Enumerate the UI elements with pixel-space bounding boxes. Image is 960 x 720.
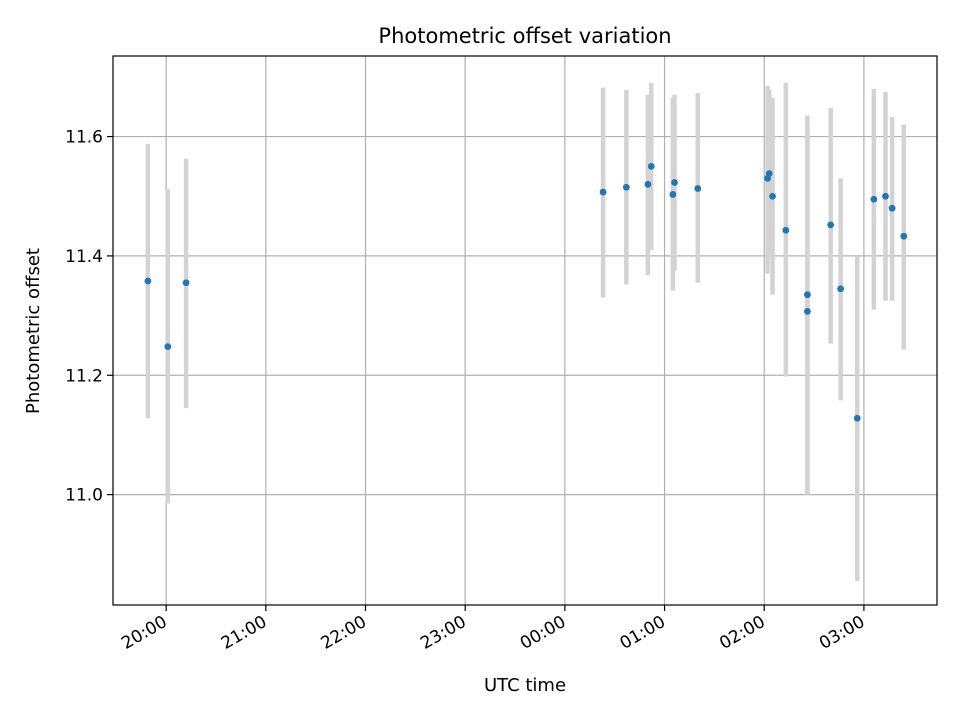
chart-title: Photometric offset variation [378, 24, 671, 48]
data-point [182, 279, 190, 287]
data-point [599, 188, 607, 196]
y-tick-label: 11.2 [65, 366, 103, 386]
data-point [647, 162, 655, 170]
data-point [694, 185, 702, 192]
y-axis-title: Photometric offset [23, 248, 44, 414]
data-point [644, 180, 652, 188]
data-point [769, 192, 776, 200]
x-axis-title: UTC time [484, 675, 566, 696]
data-point [765, 170, 773, 177]
data-point [669, 191, 677, 198]
data-point [804, 308, 811, 315]
data-point [144, 277, 152, 285]
data-point [853, 414, 861, 422]
grid-lines [113, 56, 937, 605]
data-point [900, 232, 908, 240]
data-point [164, 343, 172, 351]
data-point [782, 226, 790, 234]
data-point [882, 192, 889, 200]
data-point [622, 183, 630, 191]
data-points [144, 162, 908, 422]
data-point [804, 291, 811, 299]
y-tick-label: 11.4 [65, 247, 103, 267]
plot-frame [112, 55, 938, 606]
data-point [837, 285, 845, 293]
y-tick-label: 11.0 [65, 486, 103, 506]
data-point [827, 221, 835, 229]
data-point [870, 195, 878, 203]
data-point [888, 204, 896, 212]
y-tick-label: 11.6 [65, 128, 103, 148]
data-point [671, 179, 678, 186]
